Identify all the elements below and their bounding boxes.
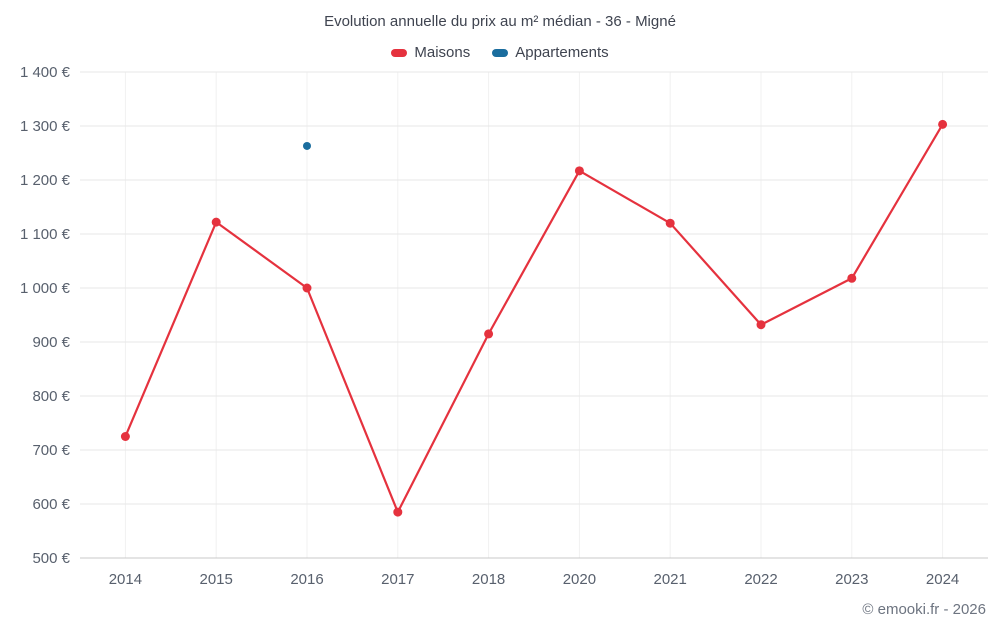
y-axis-tick-label: 1 400 € (20, 64, 71, 81)
y-axis-tick-label: 900 € (32, 334, 70, 351)
y-axis-tick-label: 600 € (32, 496, 70, 513)
legend-label-appartements: Appartements (515, 44, 609, 61)
y-axis-tick-label: 700 € (32, 442, 70, 459)
maisons-line (124, 123, 944, 514)
legend-item-maisons[interactable]: Maisons (391, 44, 470, 61)
maisons-data-point[interactable] (211, 217, 221, 227)
x-axis-tick-label: 2018 (472, 571, 505, 588)
y-axis-tick-label: 500 € (32, 550, 70, 567)
attribution: © emooki.fr - 2026 (862, 601, 986, 618)
legend: Maisons Appartements (0, 44, 1000, 61)
maisons-data-point[interactable] (665, 218, 675, 228)
chart-title: Evolution annuelle du prix au m² médian … (324, 13, 676, 30)
x-axis-tick-label: 2016 (290, 571, 323, 588)
maisons-data-point[interactable] (120, 432, 130, 441)
x-axis-tick-label: 2020 (563, 571, 596, 588)
maisons-data-point[interactable] (484, 329, 494, 339)
x-axis-tick-label: 2022 (744, 571, 777, 588)
y-axis-tick-label: 1 100 € (20, 226, 71, 243)
maisons-data-point[interactable] (393, 507, 403, 517)
maisons-data-point[interactable] (938, 119, 948, 129)
x-axis-tick-label: 2021 (654, 571, 687, 588)
maisons-data-point[interactable] (302, 283, 312, 293)
y-axis-tick-label: 800 € (32, 388, 70, 405)
y-axis-tick-label: 1 200 € (20, 172, 71, 189)
y-axis-tick-label: 1 300 € (20, 118, 71, 135)
x-axis-tick-label: 2023 (835, 571, 868, 588)
x-axis-tick-label: 2015 (200, 571, 233, 588)
appartements-data-point[interactable] (303, 141, 311, 150)
x-axis-tick-label: 2014 (109, 571, 142, 588)
y-axis-tick-label: 1 000 € (20, 280, 71, 297)
maisons-data-point[interactable] (847, 273, 857, 283)
maisons-series-swatch-icon (391, 48, 408, 57)
legend-label-maisons: Maisons (414, 44, 471, 61)
x-axis-tick-label: 2024 (926, 571, 959, 588)
x-axis-tick-label: 2017 (381, 571, 414, 588)
appartements-series-swatch-icon (492, 48, 509, 57)
maisons-data-point[interactable] (756, 320, 766, 330)
maisons-data-point[interactable] (574, 166, 584, 176)
legend-item-appartements[interactable]: Appartements (492, 44, 609, 61)
